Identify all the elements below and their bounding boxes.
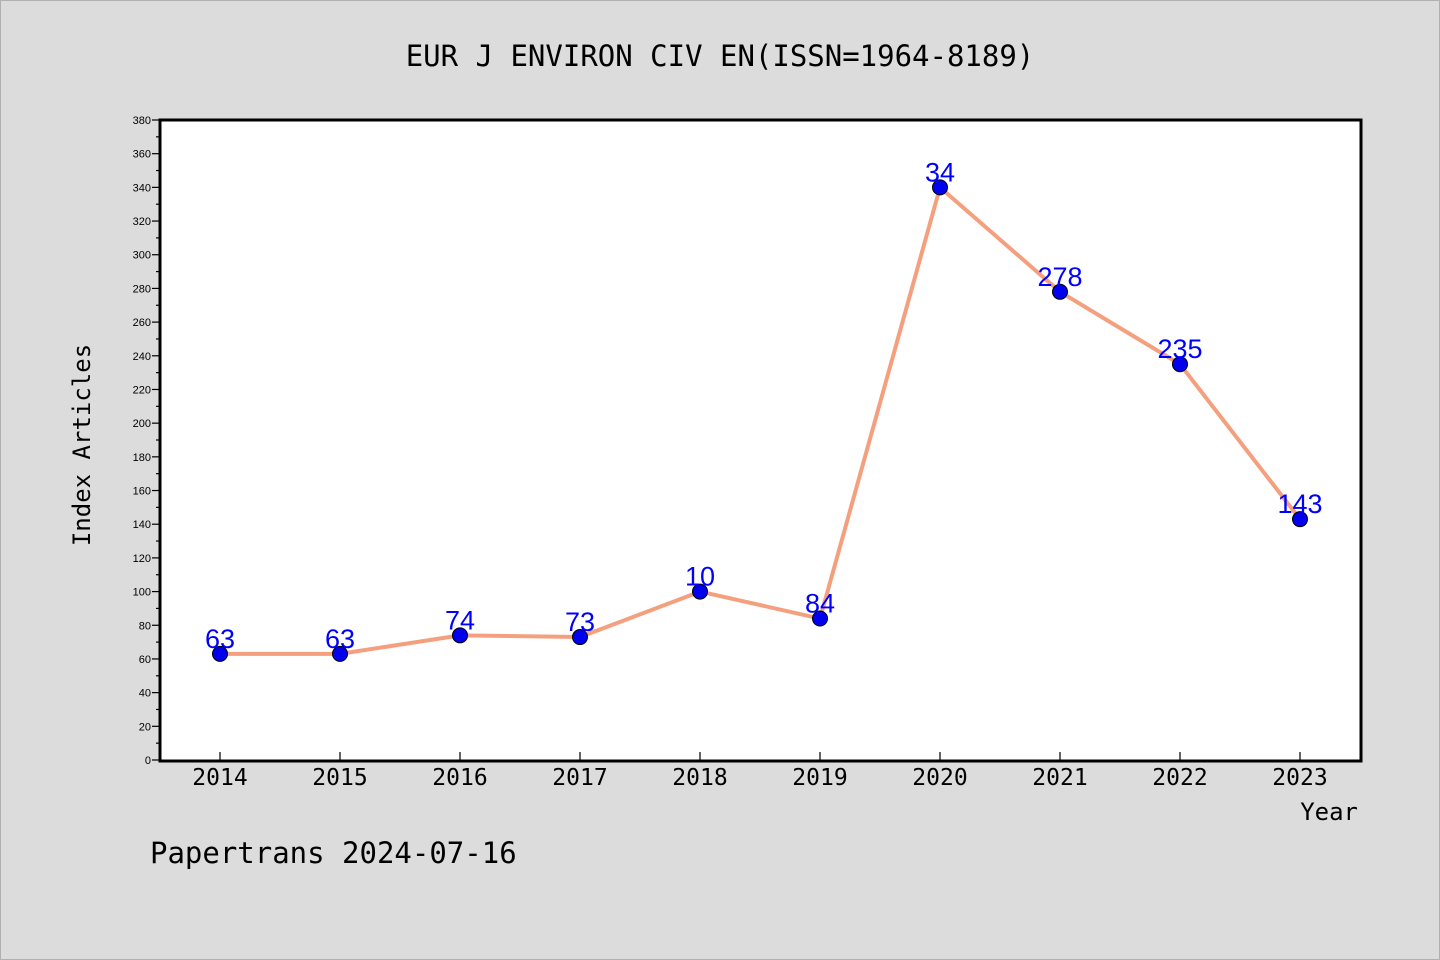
x-axis: 2014 2015 2016 2017 2018 2019 2020 2021 2022 2023 [192, 752, 1328, 791]
x-tick-label: 2016 [432, 765, 487, 791]
x-tick-label: 2014 [192, 765, 247, 791]
data-point [1052, 283, 1068, 300]
data-point [572, 629, 588, 646]
data-point [212, 645, 228, 662]
data-label: 10 [685, 562, 715, 592]
y-tick-label: 180 [133, 452, 151, 464]
y-tick-label: 380 [133, 115, 151, 127]
y-tick-label: 140 [133, 519, 151, 531]
data-label: 74 [445, 605, 475, 635]
data-label: 84 [805, 589, 835, 619]
y-tick-label: 240 [133, 351, 151, 363]
y-tick-label: 40 [139, 688, 151, 700]
data-point [332, 645, 348, 662]
x-tick-label: 2018 [672, 765, 727, 791]
data-label: 143 [1277, 489, 1322, 519]
y-axis: 0 20 40 60 80 100 120 140 160 180 200 220 240 260 280 3… [133, 115, 160, 767]
y-axis-label: Index Articles [68, 344, 96, 546]
data-points [212, 179, 1308, 662]
y-tick-label: 340 [133, 182, 151, 194]
y-tick-label: 120 [133, 553, 151, 565]
data-point [932, 179, 948, 196]
data-label: 278 [1037, 262, 1082, 292]
chart-title: EUR J ENVIRON CIV EN(ISSN=1964-8189) [406, 39, 1035, 73]
data-label: 63 [205, 624, 235, 654]
y-tick-label: 360 [133, 149, 151, 161]
x-tick-label: 2023 [1272, 765, 1327, 791]
data-labels: 63 63 74 73 10 84 34 278 235 143 [205, 157, 1323, 654]
x-tick-label: 2019 [792, 765, 847, 791]
y-tick-label: 320 [133, 216, 151, 228]
y-tick-label: 80 [139, 620, 151, 632]
y-tick-label: 20 [139, 721, 151, 733]
x-tick-label: 2022 [1152, 765, 1207, 791]
data-point [692, 583, 708, 600]
series-line-group [218, 185, 1302, 656]
y-tick-label: 0 [145, 755, 151, 767]
x-tick-label: 2015 [312, 765, 367, 791]
data-label: 235 [1157, 334, 1202, 364]
x-tick-label: 2017 [552, 765, 607, 791]
plot-area [158, 118, 1363, 763]
data-label: 63 [325, 624, 355, 654]
x-axis-label: Year [1300, 798, 1358, 826]
y-tick-label: 160 [133, 486, 151, 498]
y-tick-label: 220 [133, 384, 151, 396]
data-point [1172, 356, 1188, 373]
y-tick-label: 280 [133, 283, 151, 295]
data-point [812, 610, 828, 627]
x-tick-label: 2021 [1032, 765, 1087, 791]
y-tick-label: 260 [133, 317, 151, 329]
data-point [452, 627, 468, 644]
y-tick-label: 100 [133, 587, 151, 599]
y-tick-label: 200 [133, 418, 151, 430]
series-line [218, 185, 1302, 656]
data-point [1292, 511, 1308, 528]
x-tick-label: 2020 [912, 765, 967, 791]
data-label: 73 [565, 607, 595, 637]
data-label: 34 [925, 157, 955, 187]
y-tick-label: 60 [139, 654, 151, 666]
footer-credit: Papertrans 2024-07-16 [150, 836, 517, 870]
y-tick-label: 300 [133, 250, 151, 262]
